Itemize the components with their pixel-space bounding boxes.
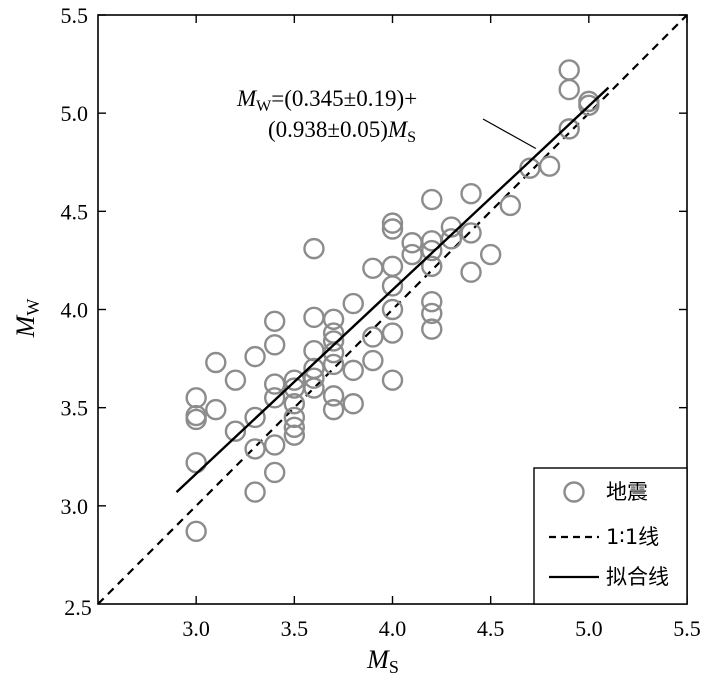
fit-equation-annotation: MW=(0.345±0.19)+ (0.938±0.05)MS (236, 86, 537, 150)
earthquake-point (440, 228, 463, 250)
x-axis-title: MS (366, 645, 399, 677)
earthquake-point (322, 308, 345, 331)
earthquake-point (303, 367, 325, 389)
earthquake-point (381, 218, 404, 240)
earthquake-point (499, 194, 521, 217)
earthquake-point (244, 481, 266, 503)
earthquake-point (460, 222, 482, 244)
earthquake-point (381, 369, 404, 391)
earthquake-point (538, 155, 561, 177)
earthquake-point (322, 353, 345, 376)
earthquake-point (264, 373, 286, 395)
y-axis-ticks: 3.0 3.5 4.0 4.5 5.0 5.5 (61, 3, 687, 519)
earthquake-point (244, 406, 266, 429)
svg-text:(0.938±0.05)MS: (0.938±0.05)MS (268, 117, 416, 146)
legend: 地震 1∶1线 拟合线 (533, 467, 688, 605)
earthquake-point (185, 451, 207, 474)
data-marks (97, 14, 688, 605)
earthquake-point (185, 387, 207, 409)
x-tick-label-corner: 2.5 (64, 595, 92, 620)
earthquake-point (381, 255, 404, 278)
x-tick-label: 5.5 (673, 616, 701, 641)
earthquake-point (558, 118, 580, 140)
y-tick-label: 3.0 (61, 494, 89, 519)
earthquake-point (342, 359, 364, 382)
x-axis-ticks: 3.0 3.5 4.0 4.5 5.0 5.5 2.5 (64, 15, 701, 641)
earthquake-point (421, 318, 443, 340)
x-tick-label: 3.0 (182, 616, 210, 641)
earthquake-point (205, 351, 227, 374)
fit-line (175, 86, 610, 493)
annotation-leader-line (482, 118, 537, 150)
earthquake-point (479, 243, 502, 266)
earthquake-point (421, 255, 443, 278)
earthquake-point (322, 398, 345, 421)
svg-text:MW=(0.345±0.19)+: MW=(0.345±0.19)+ (236, 86, 417, 115)
earthquake-point (303, 377, 325, 399)
x-tick-label: 4.5 (477, 616, 505, 641)
y-tick-label: 5.5 (61, 3, 89, 28)
earthquake-point (421, 188, 443, 211)
earthquake-point (283, 393, 306, 415)
earthquake-point (283, 416, 306, 438)
earthquake-point (460, 182, 482, 205)
earthquake-point (381, 275, 404, 297)
y-axis-title: MW (11, 299, 43, 339)
earthquake-point (558, 78, 580, 101)
earthquake-point (460, 261, 482, 283)
earthquake-point (421, 290, 443, 313)
earthquake-point (401, 243, 423, 266)
earthquake-point (342, 393, 364, 415)
earthquake-point (244, 438, 266, 460)
earthquake-point (381, 298, 404, 321)
earthquake-point (264, 334, 286, 356)
earthquake-point (421, 239, 443, 262)
earthquake-point (578, 94, 600, 117)
earthquake-point (185, 520, 207, 543)
earthquake-point (342, 292, 364, 315)
x-tick-label: 3.5 (281, 616, 309, 641)
earthquake-point (264, 434, 286, 456)
earthquake-point (264, 310, 286, 332)
legend-label-earthquake: 地震 (606, 480, 648, 504)
x-tick-label: 5.0 (575, 616, 603, 641)
y-tick-label: 4.5 (61, 199, 89, 224)
earthquake-point (322, 330, 345, 352)
earthquake-point (244, 345, 266, 368)
legend-label-fit: 拟合线 (606, 565, 669, 589)
earthquake-point (264, 387, 286, 409)
earthquake-point (224, 420, 247, 442)
legend-label-1to1: 1∶1线 (606, 525, 659, 549)
earthquake-point (381, 212, 404, 234)
earthquake-point (185, 408, 207, 431)
legend-marker-earthquake (563, 481, 585, 503)
earthquake-point (303, 306, 325, 329)
earthquake-point (283, 406, 306, 429)
earthquake-point (224, 369, 247, 391)
x-tick-label: 4.0 (379, 616, 407, 641)
y-tick-label: 3.5 (61, 396, 89, 421)
earthquake-point (283, 424, 306, 446)
legend-box (533, 467, 688, 605)
earthquake-point (362, 326, 384, 348)
earthquake-point (362, 257, 384, 279)
earthquake-point (322, 385, 345, 407)
earthquake-point (303, 237, 325, 260)
earthquake-point (381, 322, 404, 344)
earthquake-point (421, 302, 443, 325)
y-tick-label: 5.0 (61, 101, 89, 126)
earthquake-point (362, 349, 384, 372)
y-tick-label: 4.0 (61, 298, 89, 323)
earthquake-point (558, 59, 580, 81)
earthquake-point (264, 461, 286, 484)
earthquake-point (205, 398, 227, 421)
